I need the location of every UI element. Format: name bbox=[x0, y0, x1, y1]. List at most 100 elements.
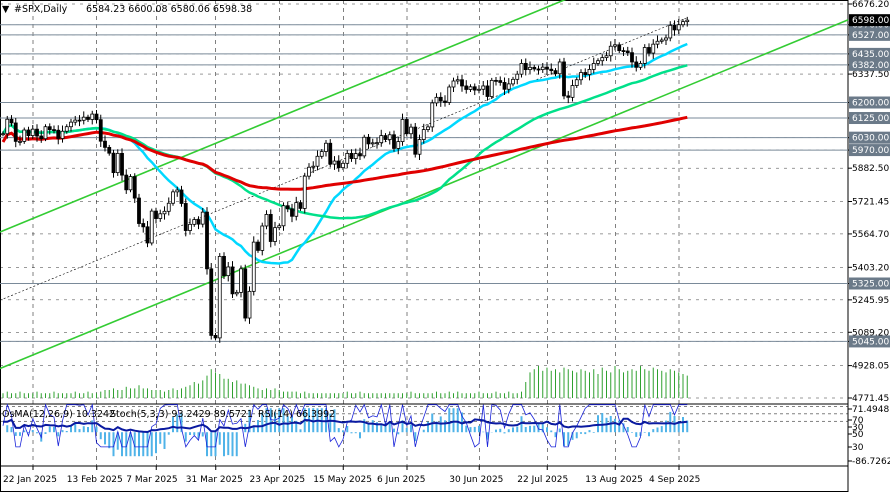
candle-body bbox=[285, 205, 290, 210]
candle-body bbox=[540, 66, 545, 71]
candle-body bbox=[98, 119, 103, 142]
candle-body bbox=[230, 266, 235, 295]
level-box bbox=[849, 28, 890, 41]
candle-body bbox=[328, 142, 333, 165]
candle-body bbox=[315, 155, 320, 167]
level-box bbox=[849, 112, 890, 125]
candle-body bbox=[298, 202, 303, 209]
rsi-label: RSI(14) 66.3992 bbox=[258, 409, 335, 420]
candle-body bbox=[668, 24, 673, 39]
candle-body bbox=[1, 133, 5, 136]
candle-body bbox=[217, 255, 222, 339]
candle-body bbox=[468, 86, 473, 90]
candle-body bbox=[273, 227, 277, 242]
price-axis: 6676.206576.006527.006435.006382.006337.… bbox=[848, 0, 890, 467]
candle-body bbox=[613, 44, 617, 47]
candle-body bbox=[485, 85, 490, 97]
candle-body bbox=[35, 128, 39, 137]
rsi-line bbox=[3, 417, 688, 434]
candle-body bbox=[260, 225, 265, 251]
candle-body bbox=[570, 85, 575, 98]
candle-body bbox=[434, 96, 439, 104]
candle-body bbox=[494, 79, 498, 82]
y-tick-label: 5403.20 bbox=[852, 263, 889, 273]
candle-body bbox=[566, 95, 571, 98]
candle-body bbox=[162, 210, 167, 215]
candle-body bbox=[358, 153, 362, 157]
candle-body bbox=[94, 113, 99, 121]
chart-ohlc: 6584.23 6600.08 6580.06 6598.38 bbox=[86, 4, 252, 15]
candle-body bbox=[179, 189, 184, 204]
candle-body bbox=[120, 152, 124, 176]
candle-body bbox=[608, 45, 613, 57]
candle-body bbox=[426, 126, 430, 131]
candle-body bbox=[664, 37, 668, 41]
candle-body bbox=[498, 80, 503, 83]
level-box bbox=[849, 96, 890, 109]
candle-body bbox=[511, 78, 515, 85]
level-box-label: 6382.00 bbox=[852, 61, 889, 71]
candle-body bbox=[502, 82, 507, 90]
chart-symbol: #SPX,Daily bbox=[14, 4, 68, 15]
x-tick-label: 22 Jan 2025 bbox=[3, 475, 57, 485]
y-tick-label: 5721.45 bbox=[852, 197, 889, 207]
candle-body bbox=[455, 79, 460, 82]
candle-body bbox=[489, 79, 494, 97]
level-box bbox=[849, 131, 890, 144]
candle-body bbox=[477, 88, 481, 91]
candle-body bbox=[579, 72, 583, 81]
candle-body bbox=[52, 129, 56, 132]
candle-body bbox=[655, 40, 660, 45]
level-box-label: 6030.00 bbox=[852, 134, 889, 144]
candle-body bbox=[205, 211, 209, 270]
candle-body bbox=[9, 118, 14, 124]
candle-body bbox=[307, 166, 311, 177]
candle-body bbox=[379, 135, 384, 144]
candle-body bbox=[383, 135, 388, 140]
candle-body bbox=[243, 268, 248, 319]
candle-body bbox=[387, 134, 392, 140]
macd-label: OsMA(12,26,9) 10.3242 bbox=[2, 409, 115, 420]
candle-body bbox=[192, 219, 197, 225]
title-group: ▼ #SPX,Daily 6584.23 6600.08 6580.06 659… bbox=[2, 4, 252, 15]
level-box-label: 6527.00 bbox=[852, 31, 889, 41]
candle-body bbox=[549, 68, 554, 72]
x-tick-label: 30 Jun 2025 bbox=[449, 475, 503, 485]
candle-body bbox=[591, 63, 596, 70]
candle-body bbox=[557, 61, 562, 75]
level-box-label: 5325.00 bbox=[852, 279, 889, 289]
horizontal-levels bbox=[0, 24, 848, 342]
moving-average-line bbox=[1, 115, 688, 191]
x-tick-label: 13 Feb 2025 bbox=[67, 475, 123, 485]
candle-body bbox=[234, 291, 239, 295]
candle-body bbox=[562, 61, 566, 97]
sub-y-tick-label: 30 bbox=[852, 423, 864, 433]
candle-body bbox=[630, 52, 634, 63]
candle-body bbox=[651, 43, 656, 54]
candle-body bbox=[5, 118, 10, 135]
chart-arrow-icon: ▼ bbox=[2, 4, 10, 15]
candle-body bbox=[145, 226, 150, 244]
candle-body bbox=[137, 197, 141, 224]
candle-body bbox=[128, 176, 133, 191]
candle-body bbox=[166, 202, 171, 212]
candle-body bbox=[324, 142, 328, 152]
level-box bbox=[849, 144, 890, 157]
candle-body bbox=[251, 241, 256, 292]
candle-body bbox=[107, 146, 112, 154]
candle-body bbox=[472, 86, 477, 91]
candle-body bbox=[115, 152, 120, 174]
candle-body bbox=[443, 100, 447, 103]
regression-channel bbox=[0, 0, 849, 370]
candle-body bbox=[183, 203, 188, 231]
candle-body bbox=[43, 126, 48, 140]
candle-body bbox=[528, 66, 532, 71]
candle-body bbox=[18, 140, 22, 143]
indicator-subwindow bbox=[0, 403, 848, 457]
y-tick-label: 5245.95 bbox=[852, 296, 889, 306]
candle-body bbox=[111, 152, 116, 174]
x-tick-label: 31 Mar 2025 bbox=[186, 475, 243, 485]
candle-body bbox=[200, 211, 205, 225]
candle-body bbox=[86, 116, 90, 120]
